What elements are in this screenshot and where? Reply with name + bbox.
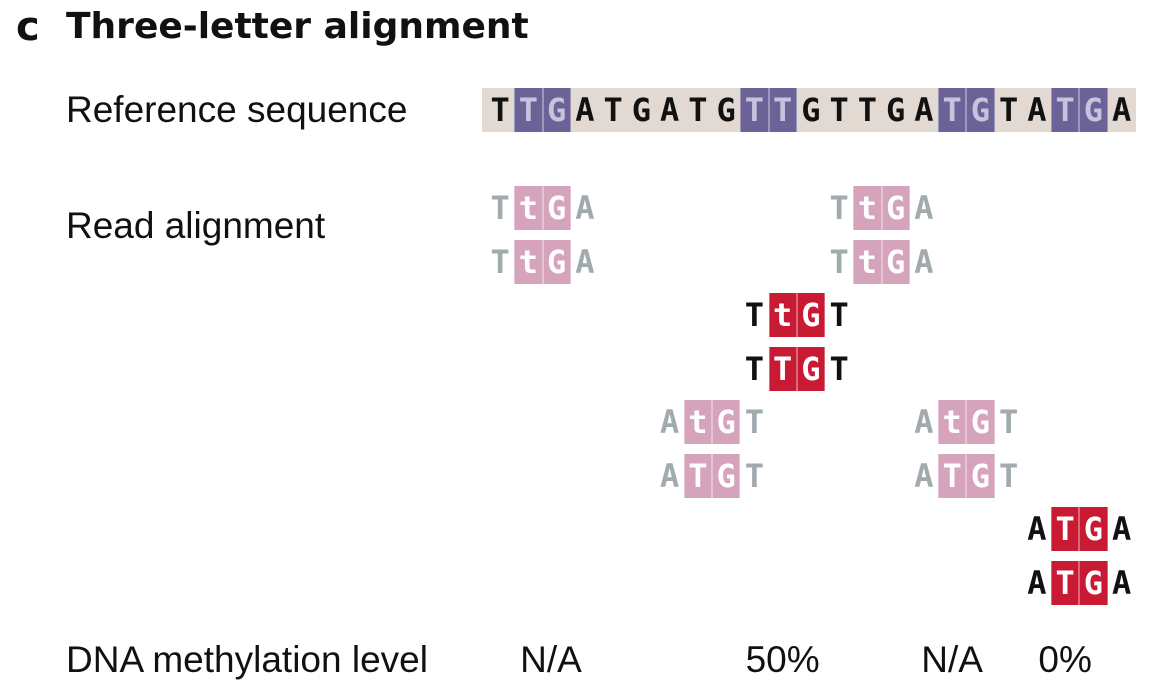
- read-nucleotide: A: [1111, 563, 1132, 602]
- read-nucleotide: G: [796, 346, 825, 391]
- read-nucleotide: G: [542, 186, 571, 230]
- reference-nucleotide: T: [998, 91, 1019, 129]
- read-nucleotide: A: [914, 189, 934, 227]
- read-nucleotide: A: [914, 456, 934, 495]
- read-nucleotide: t: [514, 186, 543, 230]
- reference-nucleotide: A: [1027, 91, 1047, 129]
- read-nucleotide: G: [712, 453, 741, 498]
- reference-nucleotide: G: [542, 88, 571, 132]
- read-nucleotide: T: [829, 296, 849, 334]
- reference-nucleotide: T: [1051, 88, 1080, 132]
- read-nucleotide: G: [881, 186, 910, 230]
- read-nucleotide: T: [768, 346, 797, 391]
- reference-nucleotide: G: [966, 88, 995, 132]
- read-nucleotide: T: [829, 242, 849, 281]
- read-nucleotide: G: [881, 239, 910, 284]
- read-nucleotide: t: [514, 239, 543, 284]
- reference-nucleotide: A: [1111, 91, 1132, 129]
- read-nucleotide: A: [1027, 510, 1047, 548]
- reference-nucleotide: G: [1079, 88, 1108, 132]
- read-alignment-label: Read alignment: [66, 205, 326, 246]
- reference-sequence-label: Reference sequence: [66, 89, 408, 130]
- read-nucleotide: G: [542, 239, 571, 284]
- reference-nucleotide: T: [829, 91, 849, 129]
- read-nucleotide: A: [1111, 510, 1132, 548]
- read-nucleotide: G: [712, 400, 741, 444]
- read-nucleotide: t: [853, 239, 882, 284]
- reference-nucleotide: T: [740, 88, 769, 132]
- reference-nucleotide: T: [768, 88, 797, 132]
- reference-nucleotide: G: [801, 91, 821, 129]
- read-nucleotide: G: [796, 293, 825, 337]
- read-nucleotide: T: [938, 453, 967, 498]
- reference-sequence-band: [482, 88, 1136, 132]
- reference-nucleotide: G: [885, 91, 906, 129]
- read-nucleotide: T: [1051, 560, 1080, 605]
- read-nucleotide: T: [744, 403, 764, 441]
- read-nucleotide: T: [744, 296, 764, 334]
- read-nucleotide: G: [1079, 560, 1108, 605]
- reference-nucleotide: G: [631, 91, 651, 129]
- reference-nucleotide: T: [938, 88, 967, 132]
- read-nucleotide: T: [744, 349, 764, 388]
- read-nucleotide: G: [966, 400, 995, 444]
- panel-title: Three-letter alignment: [66, 6, 529, 47]
- read-nucleotide: G: [966, 453, 995, 498]
- read-nucleotide: T: [998, 456, 1019, 495]
- read-nucleotide: A: [914, 403, 934, 441]
- reference-nucleotide: A: [914, 91, 934, 129]
- reference-nucleotide: T: [688, 91, 708, 129]
- read-nucleotide: T: [829, 189, 849, 227]
- reference-nucleotide: A: [659, 91, 680, 129]
- methylation-level-value: 50%: [745, 639, 820, 680]
- read-nucleotide: t: [768, 293, 797, 337]
- reference-nucleotide: T: [514, 88, 543, 132]
- read-nucleotide: T: [683, 453, 712, 498]
- read-nucleotide: t: [938, 400, 967, 444]
- read-nucleotide: A: [914, 242, 934, 281]
- dna-methylation-level-label: DNA methylation level: [66, 639, 428, 680]
- read-nucleotide: A: [659, 403, 680, 441]
- panel-letter: c: [16, 4, 40, 50]
- reference-nucleotide: T: [490, 91, 510, 129]
- read-nucleotide: T: [829, 349, 849, 388]
- read-nucleotide: T: [998, 403, 1019, 441]
- read-nucleotide: A: [1027, 563, 1047, 602]
- read-nucleotide: t: [853, 186, 882, 230]
- reference-nucleotide: T: [603, 91, 623, 129]
- read-nucleotide: T: [490, 242, 510, 281]
- read-nucleotide: G: [1079, 507, 1108, 551]
- reference-nucleotide: A: [575, 91, 595, 129]
- reference-nucleotide: G: [716, 91, 736, 129]
- methylation-level-value: 0%: [1038, 639, 1092, 680]
- read-nucleotide: T: [1051, 507, 1080, 551]
- read-nucleotide: T: [744, 456, 764, 495]
- methylation-level-value: N/A: [921, 639, 983, 680]
- read-nucleotide: A: [575, 189, 595, 227]
- read-nucleotide: A: [659, 456, 680, 495]
- read-nucleotide: t: [683, 400, 712, 444]
- reference-nucleotide: T: [857, 91, 877, 129]
- read-nucleotide: T: [490, 189, 510, 227]
- methylation-level-value: N/A: [520, 639, 582, 680]
- read-nucleotide: A: [575, 242, 595, 281]
